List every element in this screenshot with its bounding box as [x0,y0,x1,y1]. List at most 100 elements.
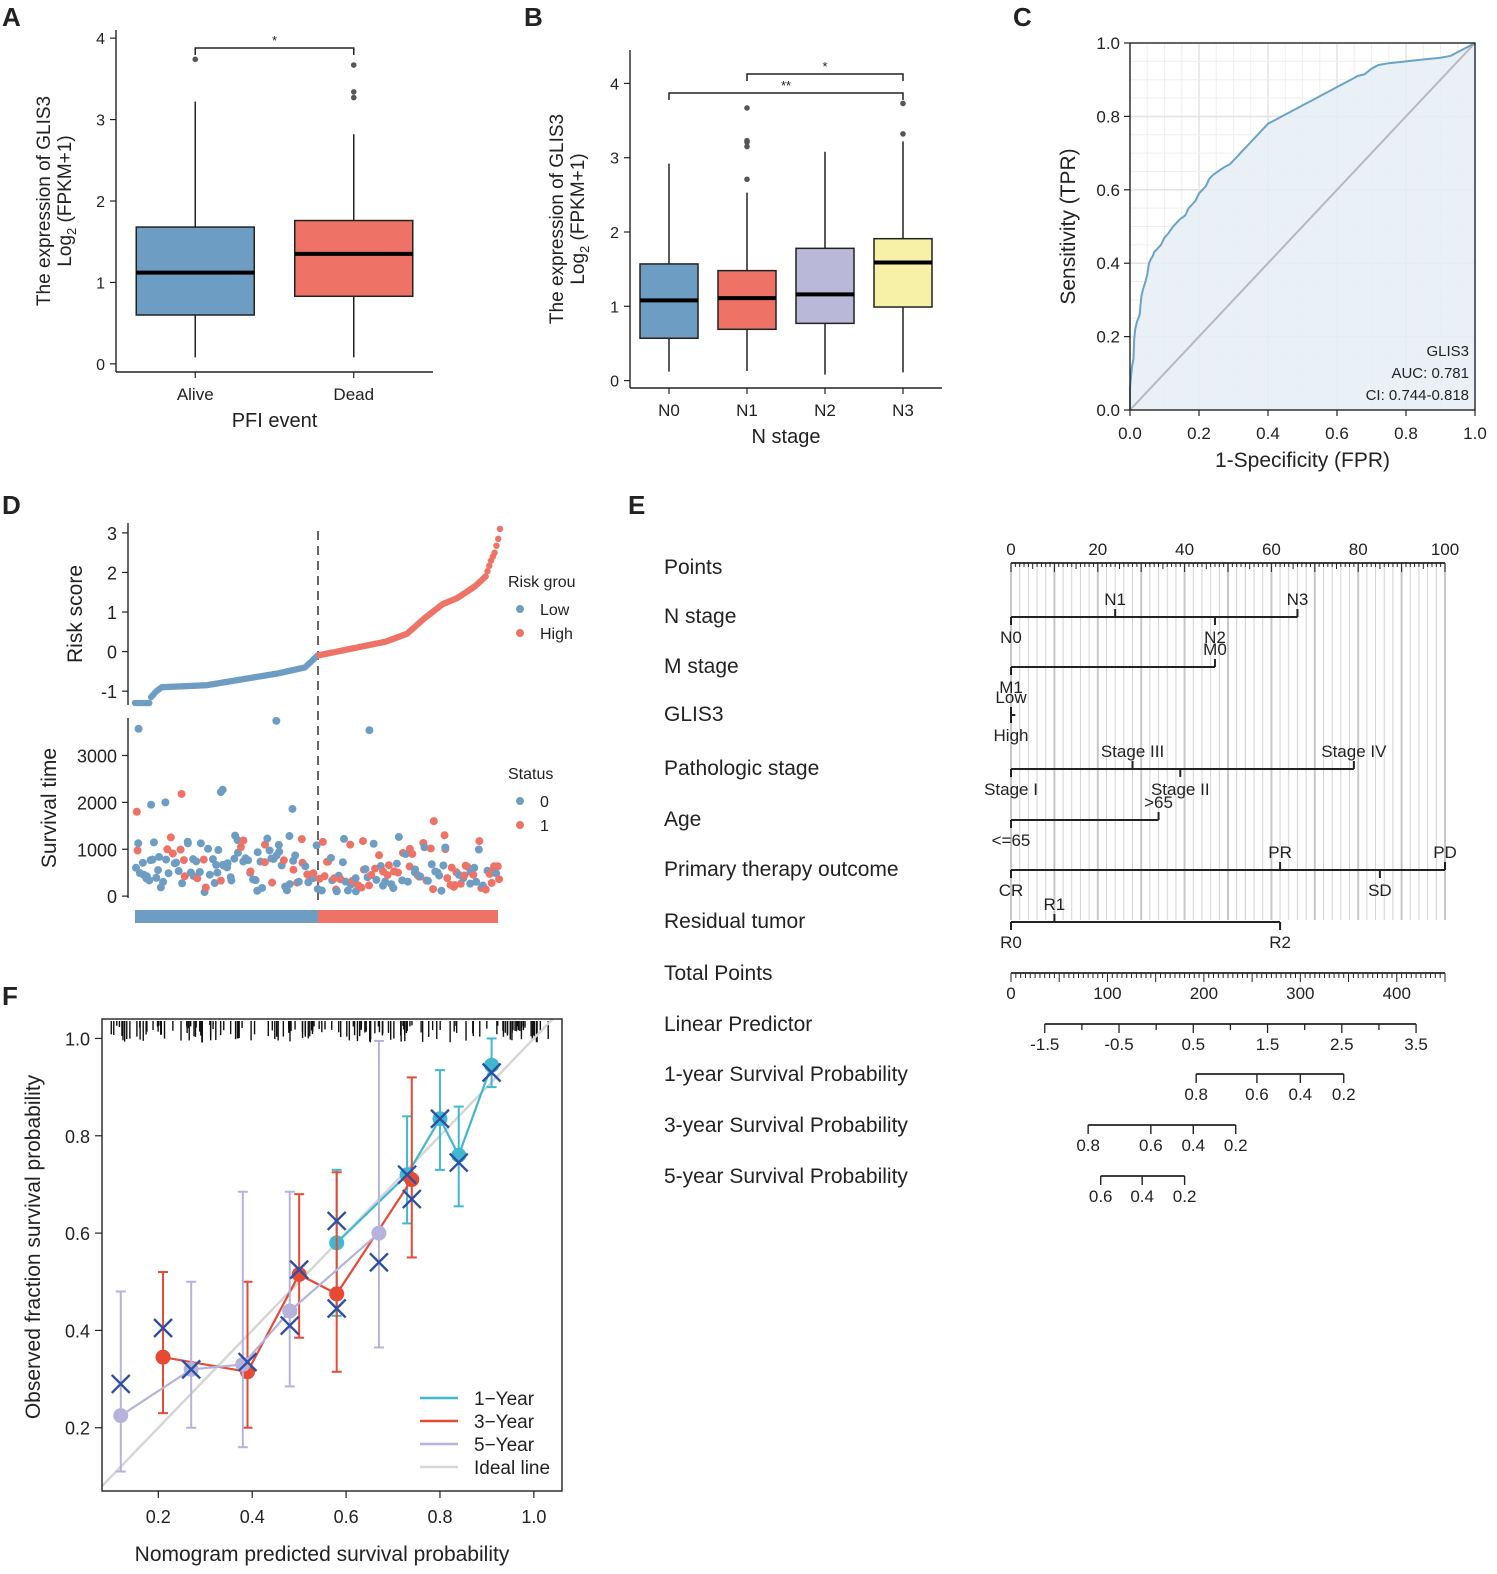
survival-point-alive [312,841,321,850]
row-label: Primary therapy outcome [664,858,899,881]
total-points-tick-label: 200 [1190,984,1218,1003]
total-points-tick-label: 300 [1286,984,1314,1003]
bootstrap-cross [481,1062,502,1083]
risk-point-high [484,567,491,575]
x-axis-title: Nomogram predicted survival probability [135,1543,510,1566]
calibration-point [371,1225,387,1241]
survival-point-dead [429,885,438,894]
linear-predictor-tick-label: 0.5 [1181,1035,1205,1054]
y-tick-label: 3 [96,113,105,130]
y-tick-label: 0.2 [65,1419,90,1439]
survival-point-alive [154,866,163,875]
reference-diagonal [1129,42,1476,411]
survival-point-alive [369,839,378,848]
panel-f-calibration: 0.2 0.4 0.6 0.8 1.0 0.2 0.4 0.6 0.8 1.0 Nomogram p… [22,1018,563,1566]
points-tick-label: 80 [1349,540,1368,559]
survival-point-alive [326,853,335,862]
outlier-point [744,143,750,150]
panel-letter: C [1013,2,1032,32]
survival-point-alive [389,884,398,893]
variable-level-label: M0 [1203,640,1227,659]
linear-predictor-tick-label: 1.5 [1256,1035,1280,1054]
survival-point-alive [435,871,444,880]
y-tick-label: 2000 [77,793,117,813]
survival-scale-tick-label: 0.6 [1139,1136,1163,1155]
variable-level-label: N3 [1287,590,1309,609]
outlier-point [350,94,357,101]
survival-point-dead [216,876,225,885]
survival-scale-tick-label: 0.8 [1184,1085,1208,1104]
survival-scale-tick-label: 0.2 [1173,1187,1197,1206]
bootstrap-cross [397,1164,417,1185]
y-axis-title-units: (FPKM+1) [55,135,76,227]
survival-point-dead [163,845,172,854]
significance-label: * [272,33,277,48]
survival-point-alive [301,862,310,871]
y-tick-label: 1 [107,603,117,623]
survival-point-alive [472,877,481,886]
panel-letter: D [2,490,21,520]
x-tick-label: 0.8 [427,1507,452,1527]
linear-predictor-tick-label: 3.5 [1404,1035,1428,1054]
survival-scale-tick-label: 0.6 [1245,1085,1269,1104]
x-axis-title: PFI event [232,410,318,432]
survival-point-dead [260,858,269,867]
panel-letter: F [2,981,18,1011]
survival-point-alive [195,868,204,877]
calibration-point [329,1286,345,1302]
calibration-point [291,1266,307,1282]
survival-point-alive [233,836,242,845]
legend-title: Status [508,766,553,783]
variable-level-label: Stage III [1101,742,1164,761]
variable-level-label: PD [1433,843,1457,862]
variable-level-label: M1 [999,678,1023,697]
survival-point-dead [393,868,402,877]
survival-point-alive [227,876,236,885]
variable-level-label: <=65 [992,831,1031,850]
y-tick-label: 0.0 [1096,401,1120,420]
survival-point-alive [474,845,483,854]
row-label: Points [664,556,722,579]
y-tick-label: 2 [107,563,117,583]
survival-point-alive [285,880,294,889]
survival-point-alive [164,869,173,878]
variable-level-label: N2 [1204,628,1226,647]
survival-point-alive [403,877,412,886]
y-tick-label: 2 [96,194,105,211]
significance-bracket [194,47,355,55]
survival-point-alive [212,860,221,869]
survival-point-dead [375,851,384,860]
survival-point-alive [332,887,341,896]
y-tick-label: 0.4 [1096,254,1120,273]
survival-point-alive [205,870,214,879]
survival-point-alive [427,860,436,869]
y-axis-title-line2: Log [55,235,76,267]
survival-point-dead [268,878,277,887]
x-tick-label: 1.0 [1463,424,1487,443]
survival-point-alive [152,873,161,882]
variable-level-label: >65 [1144,793,1173,812]
survival-point-alive [214,846,223,855]
survival-point-dead [450,881,459,890]
survival-point-alive [174,867,183,876]
survival-point-alive [285,832,294,841]
significance-label: * [822,59,827,74]
bootstrap-cross [326,1211,347,1231]
survival-point-dead [261,840,270,849]
calibration-point [113,1408,129,1424]
survival-point-alive [372,875,381,884]
y-tick-label: 3000 [77,747,117,767]
survival-point-alive [470,863,479,872]
survival-point-alive [423,876,432,885]
survival-point-dead [133,846,142,855]
legend-title: Risk grou [508,574,576,591]
survival-point-alive [148,855,157,864]
legend-text: AUC: 0.781 [1391,365,1469,382]
outlier-point [192,56,199,63]
panel-letter: E [628,490,645,520]
calibration-point [451,1147,467,1163]
panel-letters: A B C D E F [2,2,1032,1011]
y-tick-label: 3 [107,524,117,544]
risk-bar-low [135,910,318,923]
x-axis-title: 1-Specificity (FPR) [1215,449,1390,472]
